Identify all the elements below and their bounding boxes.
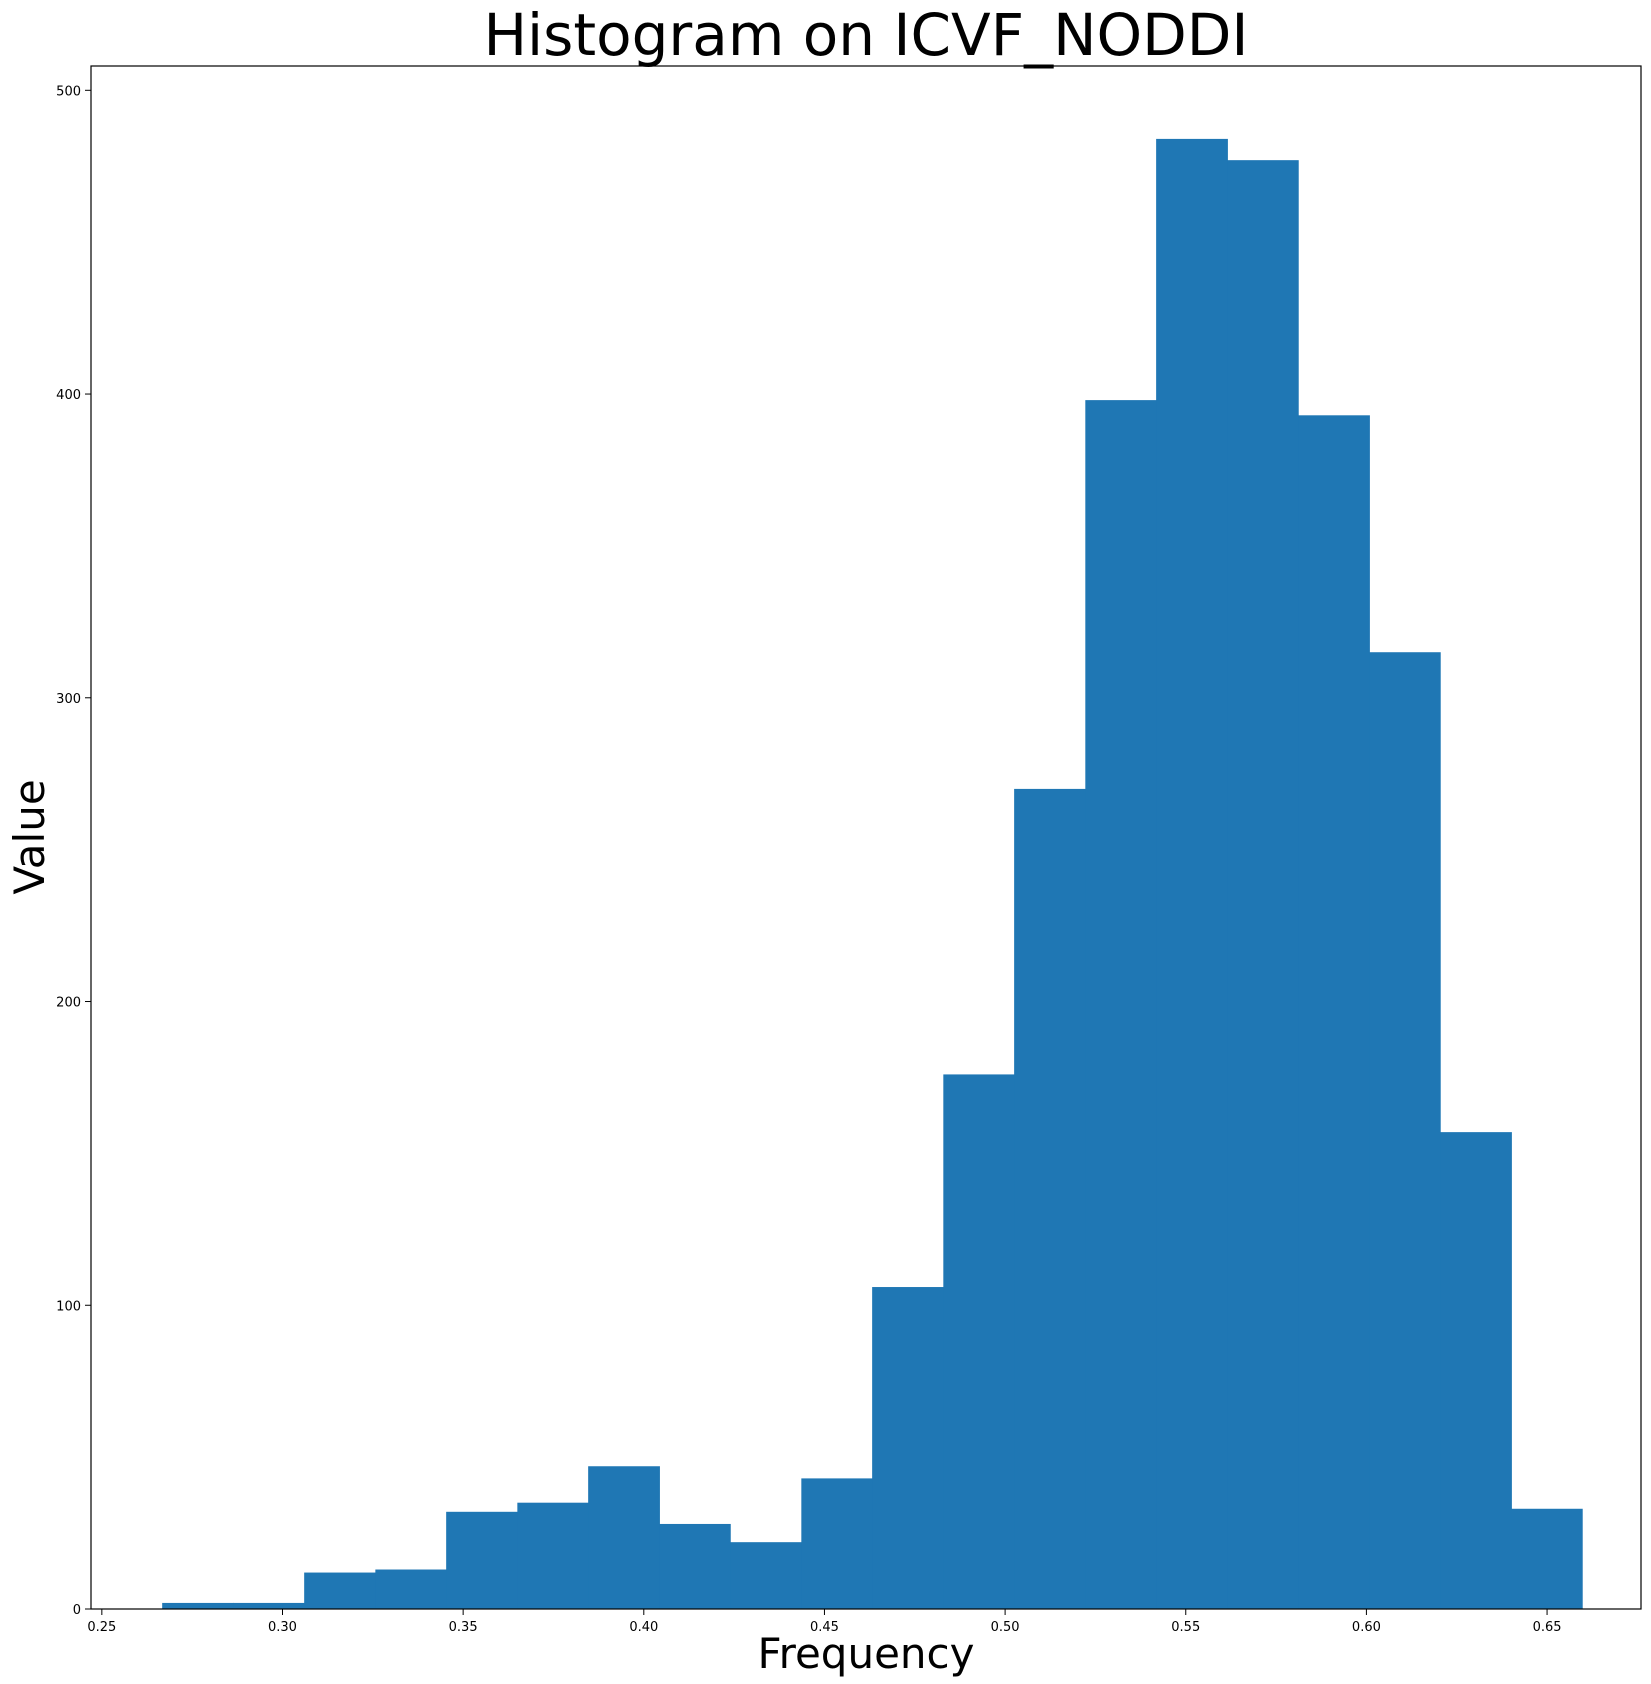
- x-tick-label: 0.40: [629, 1620, 658, 1635]
- x-axis-ticks: 0.25 0.30 0.35 0.40 0.45 0.50 0.55 0.60 0.65: [87, 1609, 1562, 1635]
- histogram-bar: [517, 1502, 589, 1609]
- histogram-bar: [162, 1602, 234, 1609]
- y-tick-label: 300: [56, 692, 81, 707]
- x-tick-label: 0.35: [449, 1620, 478, 1635]
- y-tick-label: 200: [56, 996, 81, 1011]
- bars-group: [162, 138, 1583, 1610]
- chart-title: Histogram on ICVF_NODDI: [483, 1, 1248, 69]
- histogram-bar: [446, 1511, 518, 1609]
- histogram-bar: [1298, 415, 1370, 1610]
- histogram-bar: [801, 1478, 873, 1609]
- histogram-bar: [375, 1569, 447, 1609]
- histogram-bar: [304, 1572, 376, 1609]
- x-tick-label: 0.45: [810, 1620, 839, 1635]
- histogram-bar: [1227, 160, 1299, 1610]
- y-tick-label: 100: [56, 1299, 81, 1314]
- y-axis-ticks: 0 100 200 300 400 500: [56, 84, 91, 1618]
- y-axis-label: Value: [5, 779, 54, 894]
- x-tick-label: 0.55: [1171, 1620, 1200, 1635]
- histogram-bar: [1440, 1132, 1512, 1609]
- histogram-bar: [872, 1287, 944, 1609]
- y-tick-label: 500: [56, 84, 81, 99]
- y-tick-label: 400: [56, 388, 81, 403]
- x-tick-label: 0.60: [1352, 1620, 1381, 1635]
- histogram-bar: [943, 1074, 1015, 1609]
- histogram-bar: [1511, 1508, 1583, 1609]
- x-tick-label: 0.50: [991, 1620, 1020, 1635]
- histogram-bar: [233, 1602, 305, 1609]
- histogram-bar: [588, 1466, 660, 1609]
- y-tick-label: 0: [73, 1603, 81, 1618]
- x-axis-label: Frequency: [758, 1629, 975, 1678]
- histogram-bar: [659, 1523, 731, 1609]
- x-tick-label: 0.65: [1533, 1620, 1562, 1635]
- histogram-bar: [1014, 788, 1086, 1609]
- histogram-bar: [1369, 652, 1441, 1609]
- x-tick-label: 0.25: [87, 1620, 116, 1635]
- plot-frame: [90, 65, 1642, 1610]
- x-tick-label: 0.30: [268, 1620, 297, 1635]
- histogram-bar: [730, 1542, 802, 1609]
- histogram-bar: [1156, 138, 1228, 1609]
- histogram-bar: [1085, 400, 1157, 1610]
